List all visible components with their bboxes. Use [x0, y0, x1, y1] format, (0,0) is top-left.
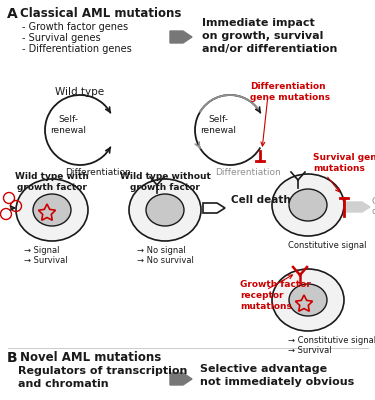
Text: → Constitutive signal: → Constitutive signal — [288, 336, 375, 345]
Ellipse shape — [272, 269, 344, 331]
Text: Cell death: Cell death — [231, 195, 291, 205]
Text: - Growth factor genes: - Growth factor genes — [22, 22, 128, 32]
Text: Wild type with
growth factor: Wild type with growth factor — [15, 172, 89, 192]
Text: Growth factor
receptor
mutations: Growth factor receptor mutations — [240, 280, 311, 311]
Ellipse shape — [129, 179, 201, 241]
Text: Wild type without
growth factor: Wild type without growth factor — [120, 172, 210, 192]
Text: - Differentiation genes: - Differentiation genes — [22, 44, 132, 54]
Ellipse shape — [272, 174, 344, 236]
FancyArrow shape — [346, 202, 370, 212]
Text: Differentiation
gene mutations: Differentiation gene mutations — [250, 82, 330, 102]
FancyArrow shape — [170, 31, 192, 43]
Text: A: A — [7, 7, 18, 21]
Text: Survival gene
mutations: Survival gene mutations — [313, 153, 375, 173]
Text: → Survival: → Survival — [288, 346, 332, 355]
FancyArrow shape — [203, 203, 225, 213]
Text: Regulators of transcription
and chromatin: Regulators of transcription and chromati… — [18, 366, 188, 389]
Text: B: B — [7, 351, 18, 365]
Text: Novel AML mutations: Novel AML mutations — [20, 351, 161, 364]
Text: Classical AML mutations: Classical AML mutations — [20, 7, 182, 20]
Text: Differentiation: Differentiation — [215, 168, 281, 177]
Text: Selective advantage
not immediately obvious: Selective advantage not immediately obvi… — [200, 364, 354, 387]
Text: → No survival: → No survival — [137, 256, 194, 265]
Text: Self-
renewal: Self- renewal — [50, 115, 86, 135]
Text: Immediate impact
on growth, survival
and/or differentiation: Immediate impact on growth, survival and… — [202, 18, 338, 54]
Text: Cell
death: Cell death — [372, 197, 375, 216]
Ellipse shape — [289, 284, 327, 316]
Text: Wild type: Wild type — [56, 87, 105, 97]
Text: → No signal: → No signal — [137, 246, 186, 255]
Ellipse shape — [16, 179, 88, 241]
Ellipse shape — [33, 194, 71, 226]
Text: Constitutive signal: Constitutive signal — [288, 241, 366, 250]
FancyArrow shape — [170, 373, 192, 385]
Text: Differentiation: Differentiation — [65, 168, 131, 177]
Text: → Survival: → Survival — [24, 256, 68, 265]
Text: → Signal: → Signal — [24, 246, 60, 255]
Ellipse shape — [146, 194, 184, 226]
Text: Self-
renewal: Self- renewal — [200, 115, 236, 135]
Ellipse shape — [289, 189, 327, 221]
Text: - Survival genes: - Survival genes — [22, 33, 101, 43]
